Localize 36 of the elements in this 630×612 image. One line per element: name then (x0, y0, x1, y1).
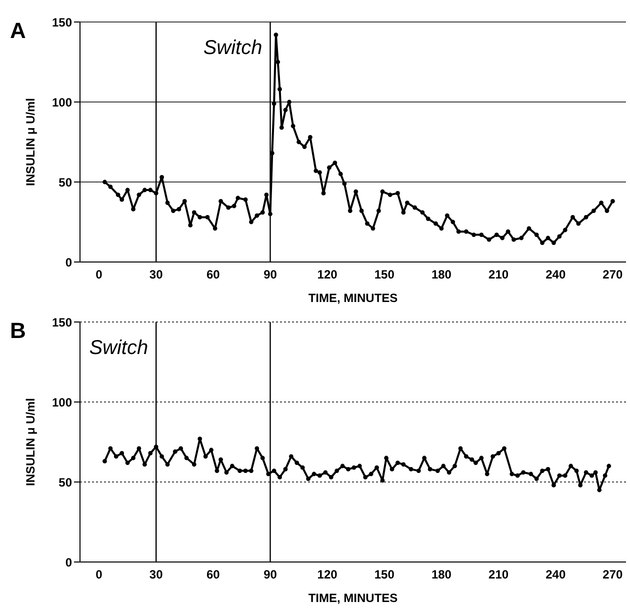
y-axis-title: INSULIN μ U/ml (23, 398, 38, 486)
y-tick-label: 0 (65, 255, 72, 270)
x-tick-label: 150 (374, 268, 395, 282)
x-tick-label: 210 (488, 268, 509, 282)
x-tick-label: 0 (96, 268, 103, 282)
x-tick-label: 150 (374, 568, 395, 582)
x-tick-label: 270 (602, 568, 624, 582)
x-tick-label: 90 (264, 268, 278, 282)
x-tick-label: 120 (317, 568, 338, 582)
x-tick-label: 60 (206, 268, 220, 282)
y-tick-label: 100 (52, 95, 72, 110)
chart-title: A (10, 18, 26, 44)
x-tick-label: 90 (264, 568, 278, 582)
x-tick-label: 270 (602, 268, 624, 282)
x-tick-label: 210 (488, 568, 509, 582)
y-tick-label: 0 (65, 555, 72, 570)
ref-line-label: Switch (89, 337, 148, 359)
x-tick-label: 240 (546, 268, 566, 282)
x-tick-label: 180 (431, 268, 452, 282)
x-axis-title: TIME, MINUTES (308, 291, 398, 305)
x-tick-label: 240 (546, 568, 566, 582)
ref-line-label: Switch (203, 37, 262, 59)
x-axis-title: TIME, MINUTES (308, 591, 398, 605)
x-tick-label: 30 (149, 268, 164, 282)
chart-title: B (10, 318, 26, 344)
y-axis-title: INSULIN μ U/ml (23, 98, 38, 186)
x-tick-label: 0 (96, 568, 103, 582)
y-tick-label: 150 (52, 15, 72, 30)
y-tick-label: 150 (52, 315, 72, 330)
x-tick-label: 60 (206, 568, 220, 582)
x-tick-label: 120 (317, 268, 338, 282)
y-tick-label: 50 (58, 175, 72, 190)
y-tick-label: 50 (58, 475, 72, 490)
y-tick-label: 100 (52, 395, 72, 410)
x-tick-label: 180 (431, 568, 452, 582)
x-tick-label: 30 (149, 568, 164, 582)
